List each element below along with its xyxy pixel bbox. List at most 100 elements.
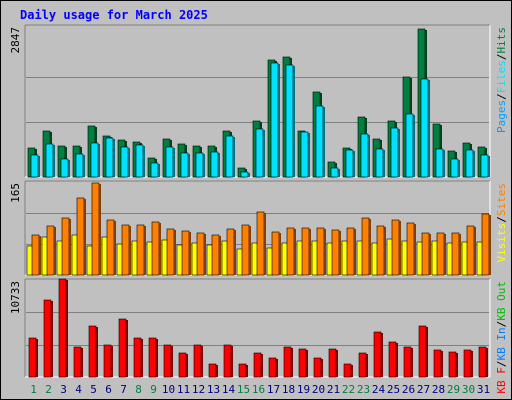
sites-bar-28-face xyxy=(436,232,445,276)
sites-bar-2-shade xyxy=(54,227,56,275)
sites-bar-17-shade xyxy=(279,233,281,275)
legend-separator: / xyxy=(495,54,508,61)
kbf-bar-11-shade xyxy=(186,354,188,377)
ymax-label-1: 165 xyxy=(9,183,22,203)
kbf-bar-29-face xyxy=(448,351,457,378)
files-bar-31 xyxy=(480,154,490,178)
sites-bar-11 xyxy=(181,230,191,276)
sites-bar-22-shade xyxy=(354,229,356,275)
legend-item-files: Files xyxy=(495,60,508,93)
files-bar-23 xyxy=(360,133,370,178)
kbf-bar-20-face xyxy=(313,357,322,378)
files-bar-3-face xyxy=(60,158,69,178)
sites-bar-6 xyxy=(106,219,116,276)
sites-bar-3 xyxy=(61,217,71,276)
kbf-bar-15 xyxy=(238,363,248,378)
sites-bar-22 xyxy=(346,227,356,276)
files-bar-19-face xyxy=(300,131,309,178)
day-label-17: 17 xyxy=(267,383,280,396)
kbf-bar-1-shade xyxy=(36,339,38,377)
files-bar-23-shade xyxy=(368,135,370,177)
files-bar-24-face xyxy=(375,148,384,178)
kbf-bar-14 xyxy=(223,344,233,378)
files-bar-13-face xyxy=(210,151,219,178)
day-label-28: 28 xyxy=(432,383,445,396)
day-label-11: 11 xyxy=(177,383,190,396)
files-bar-5-face xyxy=(90,142,99,178)
files-bar-2-face xyxy=(45,143,54,178)
sites-bar-26-shade xyxy=(414,224,416,275)
chart-title: Daily usage for March 2025 xyxy=(20,8,208,22)
files-bar-26 xyxy=(405,113,415,178)
sites-bar-4-shade xyxy=(84,199,86,275)
files-bar-8-face xyxy=(135,144,144,178)
sites-bar-31-face xyxy=(481,213,490,276)
kbf-bar-29-shade xyxy=(456,353,458,377)
kbf-bar-22 xyxy=(343,363,353,378)
files-bar-17 xyxy=(270,62,280,178)
kbf-bar-16-face xyxy=(253,352,262,378)
kbf-bar-23-shade xyxy=(366,354,368,377)
sites-bar-9-shade xyxy=(159,223,161,275)
kbf-bar-12-face xyxy=(193,344,202,378)
day-label-15: 15 xyxy=(237,383,250,396)
files-bar-15-face xyxy=(240,171,249,178)
files-bar-31-shade xyxy=(488,156,490,177)
kbf-bar-14-shade xyxy=(231,346,233,377)
sites-bar-21-shade xyxy=(339,231,341,275)
day-label-4: 4 xyxy=(75,383,82,396)
sites-bar-29-shade xyxy=(459,234,461,275)
sites-bar-30-shade xyxy=(474,227,476,275)
sites-bar-12-shade xyxy=(204,234,206,275)
files-bar-29 xyxy=(450,158,460,178)
kbf-bar-8 xyxy=(133,337,143,378)
files-bar-11-shade xyxy=(188,154,190,177)
kbf-bar-10-shade xyxy=(171,346,173,377)
files-bar-4-face xyxy=(75,153,84,178)
kbf-bar-27-face xyxy=(418,325,427,378)
sites-bar-24-face xyxy=(376,225,385,276)
kbf-bar-31-face xyxy=(478,346,487,378)
files-bar-14 xyxy=(225,135,235,178)
kbf-bar-30-shade xyxy=(471,351,473,377)
day-label-22: 22 xyxy=(342,383,355,396)
kbf-bar-27 xyxy=(418,325,428,378)
kbf-bar-9-shade xyxy=(156,339,158,377)
sites-bar-30-face xyxy=(466,225,475,276)
files-bar-28-shade xyxy=(443,150,445,177)
legend-item-sites: Sites xyxy=(495,183,508,216)
kbf-bar-26 xyxy=(403,346,413,378)
legend-middle: Visits/Sites xyxy=(495,183,508,263)
sites-bar-19-face xyxy=(301,227,310,276)
kbf-bar-21-face xyxy=(328,348,337,378)
day-label-5: 5 xyxy=(90,383,97,396)
kbf-bar-10 xyxy=(163,344,173,378)
sites-bar-17-face xyxy=(271,231,280,276)
sites-bar-21-face xyxy=(331,229,340,276)
files-bar-12-face xyxy=(195,152,204,178)
files-bar-13 xyxy=(210,151,220,178)
kbf-bar-19 xyxy=(298,348,308,378)
kbf-bar-21-shade xyxy=(336,350,338,377)
sites-bar-1-face xyxy=(31,234,40,276)
kbf-bar-18-shade xyxy=(291,348,293,377)
kbf-bar-4 xyxy=(73,346,83,378)
kbf-bar-17-shade xyxy=(276,359,278,377)
files-bar-11 xyxy=(180,152,190,178)
sites-bar-13 xyxy=(211,234,221,276)
day-label-7: 7 xyxy=(120,383,127,396)
kbf-bar-2-shade xyxy=(51,301,53,377)
legend-separator: / xyxy=(495,321,508,328)
kbf-bar-30-face xyxy=(463,349,472,378)
sites-bar-1 xyxy=(31,234,41,276)
kbf-bar-13 xyxy=(208,363,218,378)
files-bar-10-shade xyxy=(173,148,175,177)
day-label-25: 25 xyxy=(387,383,400,396)
files-bar-22-shade xyxy=(353,151,355,177)
kbf-bar-8-face xyxy=(133,337,142,378)
sites-bar-10 xyxy=(166,228,176,276)
sites-bar-5-shade xyxy=(99,184,101,275)
files-bar-10 xyxy=(165,146,175,178)
kbf-bar-23-face xyxy=(358,352,367,378)
day-label-6: 6 xyxy=(105,383,112,396)
